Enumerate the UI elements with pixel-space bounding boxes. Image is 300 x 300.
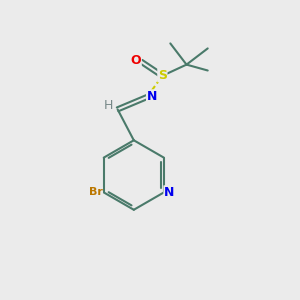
Text: N: N [147, 90, 157, 103]
Text: N: N [164, 186, 174, 199]
Text: O: O [130, 54, 141, 67]
Text: H: H [103, 99, 113, 112]
Text: S: S [158, 69, 167, 82]
Text: Br: Br [88, 188, 102, 197]
